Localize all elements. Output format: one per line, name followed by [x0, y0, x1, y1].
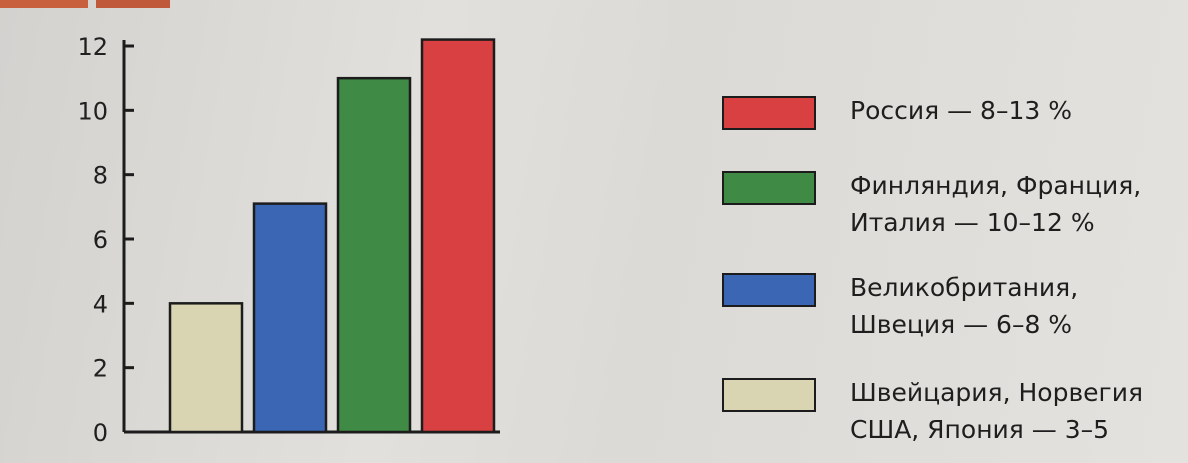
y-tick-label: 10 — [77, 97, 108, 125]
legend-swatch-switzerland-norway-usa-japan — [722, 378, 816, 412]
y-tick-label: 2 — [93, 355, 108, 383]
legend-label-uk-sweden: Великобритания, Швеция — 6–8 % — [850, 273, 1079, 339]
corner-decoration — [0, 0, 88, 8]
bar — [252, 202, 328, 434]
legend-swatch-russia — [722, 96, 816, 130]
y-tick-label: 4 — [93, 290, 108, 318]
legend-item-uk-sweden: Великобритания, Швеция — 6–8 % — [722, 273, 1078, 343]
legend-label-switzerland-norway-usa-japan: Швейцария, Норвегия США, Япония — 3–5 — [850, 378, 1143, 444]
bar — [168, 302, 244, 434]
legend-label-russia: Россия — 8–13 % — [850, 96, 1072, 125]
corner-decoration-2 — [96, 0, 170, 8]
legend-item-switzerland-norway-usa-japan: Швейцария, Норвегия США, Япония — 3–5 — [722, 378, 1143, 448]
bar — [420, 38, 496, 434]
y-tick-label: 6 — [93, 226, 108, 254]
y-tick-label: 8 — [93, 162, 108, 190]
y-tick-label: 12 — [77, 33, 108, 61]
legend-item-finland-france-italy: Финляндия, Франция, Италия — 10–12 % — [722, 171, 1141, 241]
legend-label-finland-france-italy: Финляндия, Франция, Италия — 10–12 % — [850, 171, 1142, 237]
y-axis-ticks: 0 2 4 6 8 10 12 — [77, 33, 134, 447]
bar — [336, 76, 412, 434]
legend-swatch-uk-sweden — [722, 273, 816, 307]
y-tick-label: 0 — [93, 419, 108, 447]
bars-group — [168, 38, 496, 434]
legend-item-russia: Россия — 8–13 % — [722, 96, 1072, 130]
legend-swatch-finland-france-italy — [722, 171, 816, 205]
bar-chart: 0 2 4 6 8 10 12 — [77, 33, 500, 447]
